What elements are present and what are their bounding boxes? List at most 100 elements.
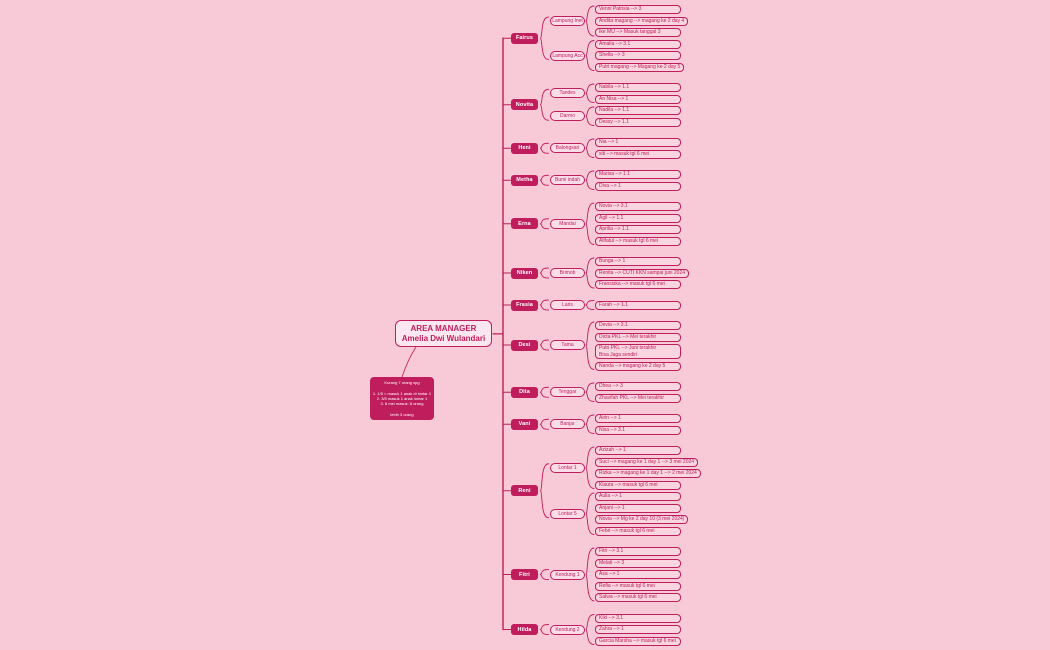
group-node[interactable]: Laris [550, 300, 585, 310]
curly-brace-connector [539, 218, 549, 230]
root-title: AREA MANAGER [410, 324, 477, 334]
root-subtitle: Amelia Dwi Wulandari [401, 333, 486, 343]
leaf-node[interactable]: Suci --> magang ke 1 day 1 --> 3 mei 202… [595, 457, 699, 467]
leaf-node[interactable]: Anjani --> 1 [595, 503, 681, 513]
root-node[interactable]: AREA MANAGER Amelia Dwi Wulandari [395, 320, 492, 348]
branch-vani[interactable]: Vani [511, 418, 538, 430]
leaf-node[interactable]: Dhea --> 3 [595, 382, 681, 391]
curly-brace-connector [585, 321, 595, 370]
leaf-node[interactable]: Nia --> 1 [595, 138, 681, 147]
group-node[interactable]: Lontar 5 [550, 508, 585, 519]
group-node[interactable]: Brimob [550, 268, 585, 278]
curly-brace-connector [585, 414, 595, 434]
branch-fitri[interactable]: Fitri [511, 569, 538, 580]
leaf-node[interactable]: Zahra --> 1 [595, 625, 681, 634]
leaf-node[interactable]: Kiki --> 3.1 [595, 613, 681, 623]
group-node[interactable]: Lampung Acc [550, 50, 585, 61]
branch-novita[interactable]: Novita [511, 99, 538, 111]
leaf-node[interactable]: Garcia Marsha --> masuk tgl 6 mei [595, 636, 681, 646]
leaf-node[interactable]: Shella --> 3 [595, 51, 681, 60]
curly-brace-connector [539, 624, 549, 635]
curly-brace-connector [539, 463, 549, 519]
leaf-node[interactable]: Ike MU --> Masuk tanggal 3 [595, 28, 681, 37]
leaf-node[interactable]: Azizah --> 1 [595, 446, 681, 455]
leaf-node[interactable]: Zhavifah PKL --> Mei terakhir [595, 393, 681, 403]
leaf-node[interactable]: Airin --> 1 [595, 414, 681, 423]
group-node[interactable]: Balongsari [550, 143, 585, 154]
leaf-node[interactable]: Bunga --> 1 [595, 257, 681, 266]
curly-brace-connector [585, 40, 595, 71]
curly-brace-connector [539, 88, 549, 121]
curly-brace-connector [585, 202, 595, 245]
branch-fairus[interactable]: Fairus [511, 32, 538, 44]
leaf-node[interactable]: Renita --> CUTI KKN sampai juni 2024 [595, 268, 690, 278]
leaf-node[interactable]: Andita magang --> magang ke 2 day 4 [595, 16, 689, 26]
leaf-node[interactable]: Alifatul --> masuk tgl 6 mei [595, 236, 681, 246]
curly-brace-connector [585, 106, 595, 126]
leaf-node[interactable]: Asa --> 1 [595, 570, 681, 579]
branch-erna[interactable]: Erna [511, 218, 538, 230]
leaf-node[interactable]: Novia --> 3.1 [595, 202, 681, 211]
leaf-node[interactable]: Amalia --> 3.1 [595, 39, 681, 49]
leaf-node[interactable]: Aprilia --> 1.1 [595, 225, 681, 234]
group-node[interactable]: Lontar 1 [550, 462, 585, 473]
curly-brace-connector [585, 138, 595, 158]
curly-brace-connector [539, 142, 549, 154]
group-node[interactable]: Lampung Inet [550, 16, 585, 26]
leaf-node[interactable]: Devia --> 3.1 [595, 321, 681, 330]
curly-brace-connector [539, 16, 549, 60]
leaf-node[interactable]: Agil --> 1.1 [595, 213, 681, 223]
group-node[interactable]: Tandes [550, 88, 585, 99]
group-node[interactable]: Banjar [550, 419, 585, 430]
leaf-node[interactable]: Venni Patrisia --> 3 [595, 5, 681, 14]
leaf-node[interactable]: Rizka --> magang ke 1 day 1 --> 2 mei 20… [595, 469, 701, 478]
group-node[interactable]: Tenggar [550, 387, 585, 398]
leaf-node[interactable]: Klaura --> masuk tgl 6 mei [595, 480, 681, 490]
leaf-node[interactable]: Nabila --> 1.1 [595, 83, 681, 92]
branch-reni[interactable]: Reni [511, 485, 538, 497]
leaf-node[interactable]: Refia --> masuk tgl 6 mei [595, 581, 681, 591]
leaf-node[interactable]: Farah --> 1.1 [595, 300, 681, 310]
leaf-node[interactable]: Putri magang --> Magang ke 2 day 5 [595, 62, 685, 72]
group-node[interactable]: Darmo [550, 111, 585, 122]
leaf-node[interactable]: Nanda --> magang ke 2 day 5 [595, 361, 681, 371]
leaf-node[interactable]: Novia --> Mg ke 2 day 10 (3 mei 2024) [595, 515, 689, 524]
curly-brace-connector [585, 170, 595, 190]
leaf-node[interactable]: Salwa --> masuk tgl 6 mei [595, 593, 681, 602]
curly-brace-connector [585, 5, 595, 37]
leaf-node[interactable]: siti --> masuk tgl 6 mei [595, 149, 681, 159]
note-link-line [401, 346, 417, 378]
curly-brace-connector [585, 257, 595, 289]
leaf-node[interactable]: Dicta PKL --> Mei terakhir [595, 332, 681, 342]
branch-desi[interactable]: Desi [511, 339, 538, 351]
leaf-node[interactable]: Aulia --> 1 [595, 492, 681, 501]
leaf-node[interactable]: Melati --> 3 [595, 558, 681, 568]
branch-frasia[interactable]: Frasia [511, 299, 538, 311]
leaf-node[interactable]: Nadila --> 1.1 [595, 106, 681, 115]
branch-metha[interactable]: Metha [511, 174, 538, 186]
group-node[interactable]: Kendung 1 [550, 569, 585, 580]
leaf-node[interactable]: An Nisa --> 1 [595, 94, 681, 104]
leaf-node[interactable]: Fransiska --> masuk tgl 6 mei [595, 280, 681, 289]
branch-hilda[interactable]: Hilda [511, 624, 538, 635]
leaf-node[interactable]: Febri --> masuk tgl 6 mei [595, 526, 681, 536]
group-node[interactable]: Tama [550, 340, 585, 350]
leaf-node[interactable]: Dessy --> 1.1 [595, 117, 681, 127]
curly-brace-connector [585, 492, 595, 535]
leaf-node[interactable]: Putri PKL --> Juni terakhir Bisa Jaga se… [595, 344, 681, 359]
curly-brace-connector [539, 418, 549, 430]
group-node[interactable]: Mandai [550, 218, 585, 229]
branch-dita[interactable]: Dita [511, 386, 538, 398]
leaf-node[interactable]: Nisa --> 3.1 [595, 425, 681, 435]
note-node[interactable]: Kurang 7 orang spg 1. 1/5 = masuk 1 anak… [370, 377, 434, 420]
curly-brace-connector [585, 614, 595, 645]
leaf-node[interactable]: Marisa --> 1.1 [595, 170, 681, 179]
group-node[interactable]: Kendung 2 [550, 624, 585, 635]
branch-niken[interactable]: Niken [511, 267, 538, 279]
leaf-node[interactable]: Fitri --> 3.1 [595, 547, 681, 556]
branch-heni[interactable]: Heni [511, 142, 538, 154]
leaf-node[interactable]: Diva --> 1 [595, 181, 681, 191]
group-node[interactable]: Bumi indah [550, 175, 585, 186]
